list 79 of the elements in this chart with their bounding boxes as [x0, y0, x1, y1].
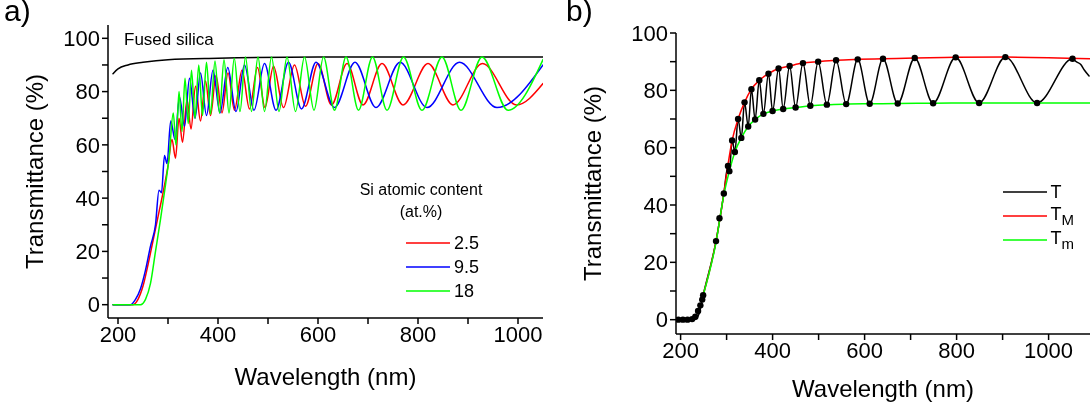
legend-title: Si atomic content (at.%) [358, 180, 484, 222]
point [712, 237, 720, 245]
x-axis-title: Wavelength (nm) [234, 363, 417, 390]
point [929, 100, 937, 107]
y-tick-label: 100 [631, 20, 668, 46]
point [720, 190, 728, 197]
y-tick-label: 100 [63, 26, 100, 52]
y-tick-label: 80 [643, 78, 668, 104]
y-tick-label: 40 [75, 185, 100, 211]
point [760, 110, 767, 118]
point [765, 70, 772, 77]
y-axis-title: Transmittance (%) [20, 73, 48, 270]
y-tick-label: 60 [643, 135, 668, 161]
point [786, 62, 793, 70]
point [741, 99, 748, 106]
y-tick-label: 20 [643, 250, 668, 276]
x-tick-label: 1000 [493, 321, 543, 347]
legend-label: 9.5 [454, 256, 480, 278]
y-tick-label: 20 [75, 239, 100, 265]
point [952, 54, 959, 61]
point [728, 137, 736, 144]
legend-label: T$_{m}$ [1050, 228, 1074, 252]
x-tick-label: 800 [938, 337, 975, 363]
x-axis-title: Wavelength (nm) [792, 375, 974, 402]
legend-label: 18 [454, 280, 475, 302]
point [814, 58, 822, 65]
point [738, 134, 745, 142]
point [843, 100, 850, 108]
point [697, 302, 704, 309]
y-axis-title: Transmittance (%) [578, 85, 606, 282]
legend-label: 2.5 [454, 232, 480, 254]
x-tick-label: 1000 [1024, 337, 1074, 363]
x-tick-label: 400 [199, 321, 237, 347]
chart-title: b) [566, 0, 593, 28]
point [692, 313, 699, 320]
point [769, 107, 776, 115]
point [745, 123, 752, 130]
x-tick-label: 200 [99, 321, 137, 347]
point [799, 59, 807, 67]
point [1069, 55, 1076, 62]
x-tick-label: 400 [754, 337, 791, 363]
point [716, 214, 723, 222]
point [1033, 99, 1041, 107]
point [1002, 53, 1009, 61]
point [792, 104, 799, 111]
point [724, 162, 732, 170]
x-tick-label: 600 [846, 337, 883, 363]
point [731, 148, 739, 156]
point [894, 100, 901, 107]
point [756, 77, 763, 84]
point [779, 105, 787, 113]
point [879, 55, 887, 62]
y-tick-label: 80 [75, 79, 100, 105]
point [823, 101, 831, 108]
legend-label: T$_{M}$ [1050, 204, 1074, 228]
y-tick-label: 40 [643, 192, 668, 218]
annotation: Fused silica [124, 30, 214, 50]
point [975, 99, 983, 107]
point [726, 167, 733, 175]
legend-label: T [1050, 181, 1062, 203]
point [751, 116, 759, 123]
point [911, 54, 918, 62]
point [734, 115, 742, 123]
chart-title: a) [4, 0, 31, 28]
point [775, 65, 782, 72]
point [854, 56, 861, 63]
point [866, 100, 873, 108]
x-tick-label: 800 [399, 321, 437, 347]
point [699, 292, 707, 299]
x-tick-label: 200 [662, 337, 699, 363]
point [832, 57, 840, 64]
point [748, 85, 755, 93]
y-tick-label: 0 [87, 292, 100, 318]
y-tick-label: 60 [75, 132, 100, 158]
line-series [112, 56, 543, 75]
point [807, 102, 814, 110]
point [694, 307, 702, 315]
x-tick-label: 600 [299, 321, 337, 347]
y-tick-label: 0 [655, 307, 668, 333]
